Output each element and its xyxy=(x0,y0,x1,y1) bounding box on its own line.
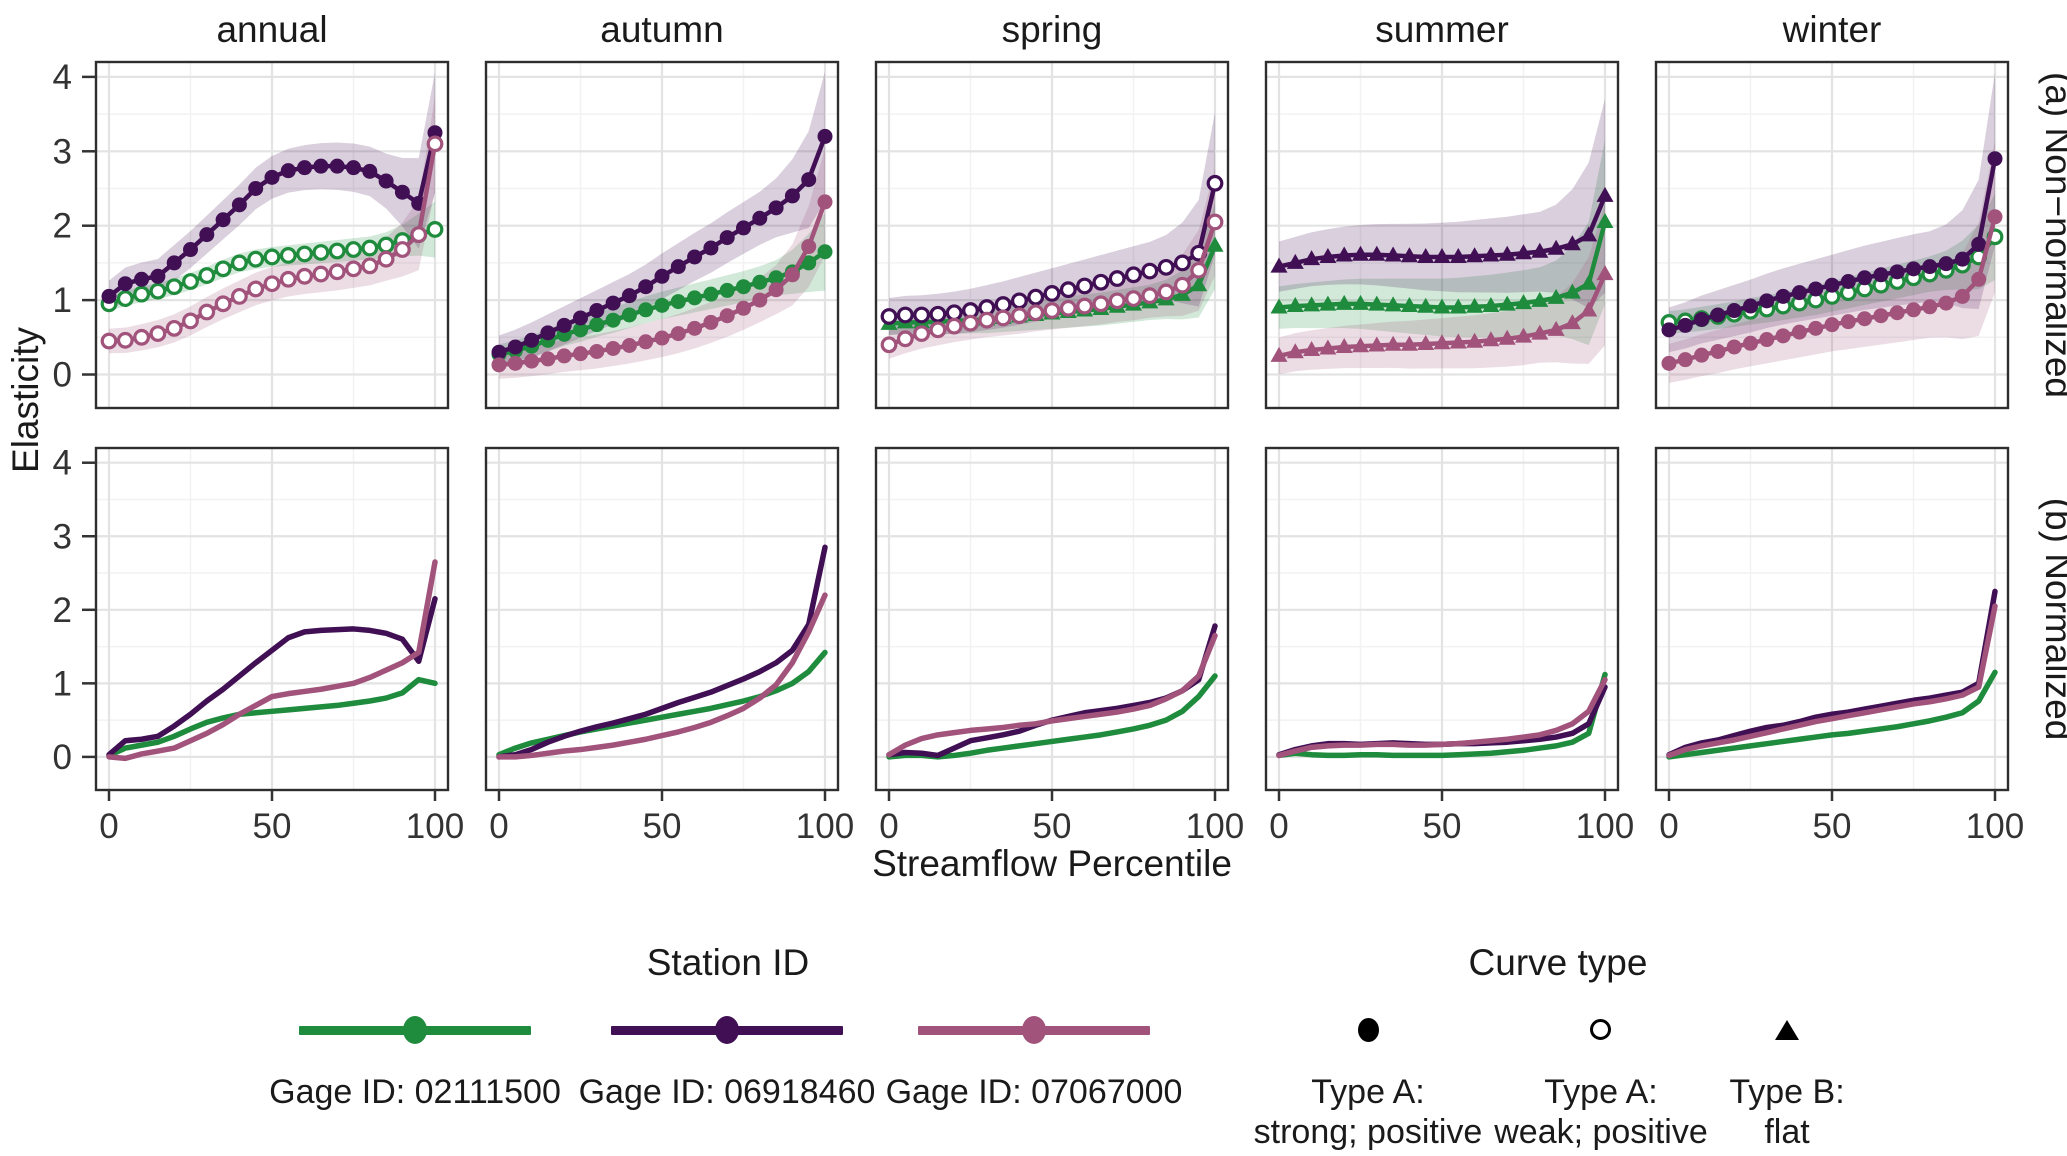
series-line-07067000 xyxy=(496,592,828,760)
open-circle-icon xyxy=(1590,1019,1611,1040)
series-markers-06918460-filled-circle xyxy=(491,128,833,360)
station-key-label-06918460: Gage ID: 06918460 xyxy=(578,1073,876,1111)
station-key-dot-07067000 xyxy=(1022,1016,1046,1044)
series-markers-07067000-open-circle xyxy=(100,135,444,350)
y-tick-label: 4 xyxy=(53,444,72,483)
x-tick-label: 0 xyxy=(1269,807,1288,846)
y-tick-label: 0 xyxy=(53,356,72,395)
panel-summer-non-normalized xyxy=(1264,60,1620,410)
ribbon-07067000 xyxy=(109,96,435,354)
x-tick-label: 100 xyxy=(1576,807,1634,846)
panel-winter-normalized xyxy=(1654,446,2010,792)
x-tick-label: 100 xyxy=(1966,807,2024,846)
station-key-label-02111500: Gage ID: 02111500 xyxy=(269,1073,561,1111)
panel-border xyxy=(94,60,450,410)
series-line-07067000 xyxy=(886,632,1218,758)
ribbon-07067000 xyxy=(499,147,825,379)
station-key-dot-06918460 xyxy=(715,1016,739,1044)
station-key-label-07067000: Gage ID: 07067000 xyxy=(885,1073,1183,1111)
x-tick-label: 50 xyxy=(253,807,292,846)
y-tick-label: 1 xyxy=(53,281,72,320)
curve-legend-title: Curve type xyxy=(1468,942,1648,983)
facet-title-spring: spring xyxy=(1002,9,1103,50)
panel-border xyxy=(874,60,1230,410)
panel-border xyxy=(484,60,840,410)
axes-decorations: annual autumn spring summer winter (a) Non−no… xyxy=(53,9,2067,846)
panel-autumn-non-normalized xyxy=(484,60,840,410)
series-line-02111500 xyxy=(106,676,438,759)
panel-border xyxy=(1654,60,2010,410)
y-tick-label: 2 xyxy=(53,591,72,630)
panel-winter-non-normalized xyxy=(1654,60,2010,410)
series-markers-06918460-filled-circle xyxy=(1661,151,2003,338)
series-line-06918460 xyxy=(1666,588,1998,758)
panel-summer-normalized xyxy=(1264,446,1620,792)
x-tick-label: 100 xyxy=(1186,807,1244,846)
series-line-02111500 xyxy=(1276,671,1608,759)
facet-title-autumn: autumn xyxy=(600,9,723,50)
series-line-06918460 xyxy=(496,544,828,760)
strip-label-normalized: (b) Normalized xyxy=(2038,498,2067,741)
series-markers-07067000-filled-circle xyxy=(491,194,833,373)
facet-title-summer: summer xyxy=(1375,9,1509,50)
facet-title-annual: annual xyxy=(216,9,327,50)
x-tick-label: 100 xyxy=(406,807,464,846)
x-tick-label: 0 xyxy=(489,807,508,846)
y-tick-label: 1 xyxy=(53,664,72,703)
x-tick-label: 0 xyxy=(879,807,898,846)
series-markers-06918460-filled-circle xyxy=(101,125,443,304)
x-tick-label: 100 xyxy=(796,807,854,846)
x-tick-label: 50 xyxy=(1033,807,1072,846)
filled-circle-icon xyxy=(1357,1018,1379,1042)
series-markers-02111500-open-circle xyxy=(100,221,444,313)
plot-area: annual autumn spring summer winter (a) Non−no… xyxy=(5,9,2067,884)
y-tick-label: 3 xyxy=(53,517,72,556)
y-tick-label: 2 xyxy=(53,207,72,246)
x-tick-label: 50 xyxy=(643,807,682,846)
strip-label-non-normalized: (a) Non−normalized xyxy=(2038,72,2067,398)
series-line-07067000 xyxy=(1276,676,1608,759)
series-markers-02111500-triangle xyxy=(1270,212,1614,314)
series-line-02111500 xyxy=(1666,669,1998,760)
panel-annual-non-normalized xyxy=(94,60,450,410)
panel-grid xyxy=(94,60,2010,792)
ribbon-02111500 xyxy=(1279,139,1605,346)
curve-key-label-2: Type A: weak; positive xyxy=(1494,1073,1708,1152)
y-axis-title: Elasticity xyxy=(5,327,46,473)
y-tick-label: 0 xyxy=(53,738,72,777)
panel-spring-non-normalized xyxy=(874,60,1230,410)
x-tick-label: 0 xyxy=(99,807,118,846)
series-line-07067000 xyxy=(1666,603,1998,759)
x-axis-title: Streamflow Percentile xyxy=(872,843,1232,884)
y-tick-label: 3 xyxy=(53,132,72,171)
x-tick-label: 50 xyxy=(1423,807,1462,846)
series-line-02111500 xyxy=(886,673,1218,760)
triangle-icon xyxy=(1775,1020,1799,1040)
series-line-07067000 xyxy=(106,559,438,762)
panel-autumn-normalized xyxy=(484,446,840,792)
curve-key-label-1: Type A: strong; positive xyxy=(1253,1073,1483,1152)
y-tick-label: 4 xyxy=(53,58,72,97)
series-markers-07067000-triangle xyxy=(1270,265,1614,362)
x-tick-label: 50 xyxy=(1813,807,1852,846)
panel-border xyxy=(1264,60,1620,410)
facet-title-winter: winter xyxy=(1782,9,1882,50)
series-markers-06918460-open-circle xyxy=(880,174,1224,325)
series-markers-06918460-triangle xyxy=(1270,186,1614,273)
station-key-dot-02111500 xyxy=(403,1016,427,1044)
series-line-06918460 xyxy=(106,596,438,758)
series-markers-07067000-filled-circle xyxy=(1661,209,2003,371)
x-tick-label: 0 xyxy=(1659,807,1678,846)
ribbon-07067000 xyxy=(1669,141,1995,383)
station-legend-title: Station ID xyxy=(646,942,810,983)
panel-annual-normalized xyxy=(94,446,450,792)
panel-spring-normalized xyxy=(874,446,1230,792)
series-markers-07067000-open-circle xyxy=(880,213,1224,354)
curve-key-label-3: Type B: flat xyxy=(1729,1073,1845,1152)
